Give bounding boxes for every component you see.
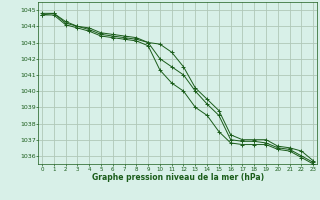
X-axis label: Graphe pression niveau de la mer (hPa): Graphe pression niveau de la mer (hPa) xyxy=(92,173,264,182)
